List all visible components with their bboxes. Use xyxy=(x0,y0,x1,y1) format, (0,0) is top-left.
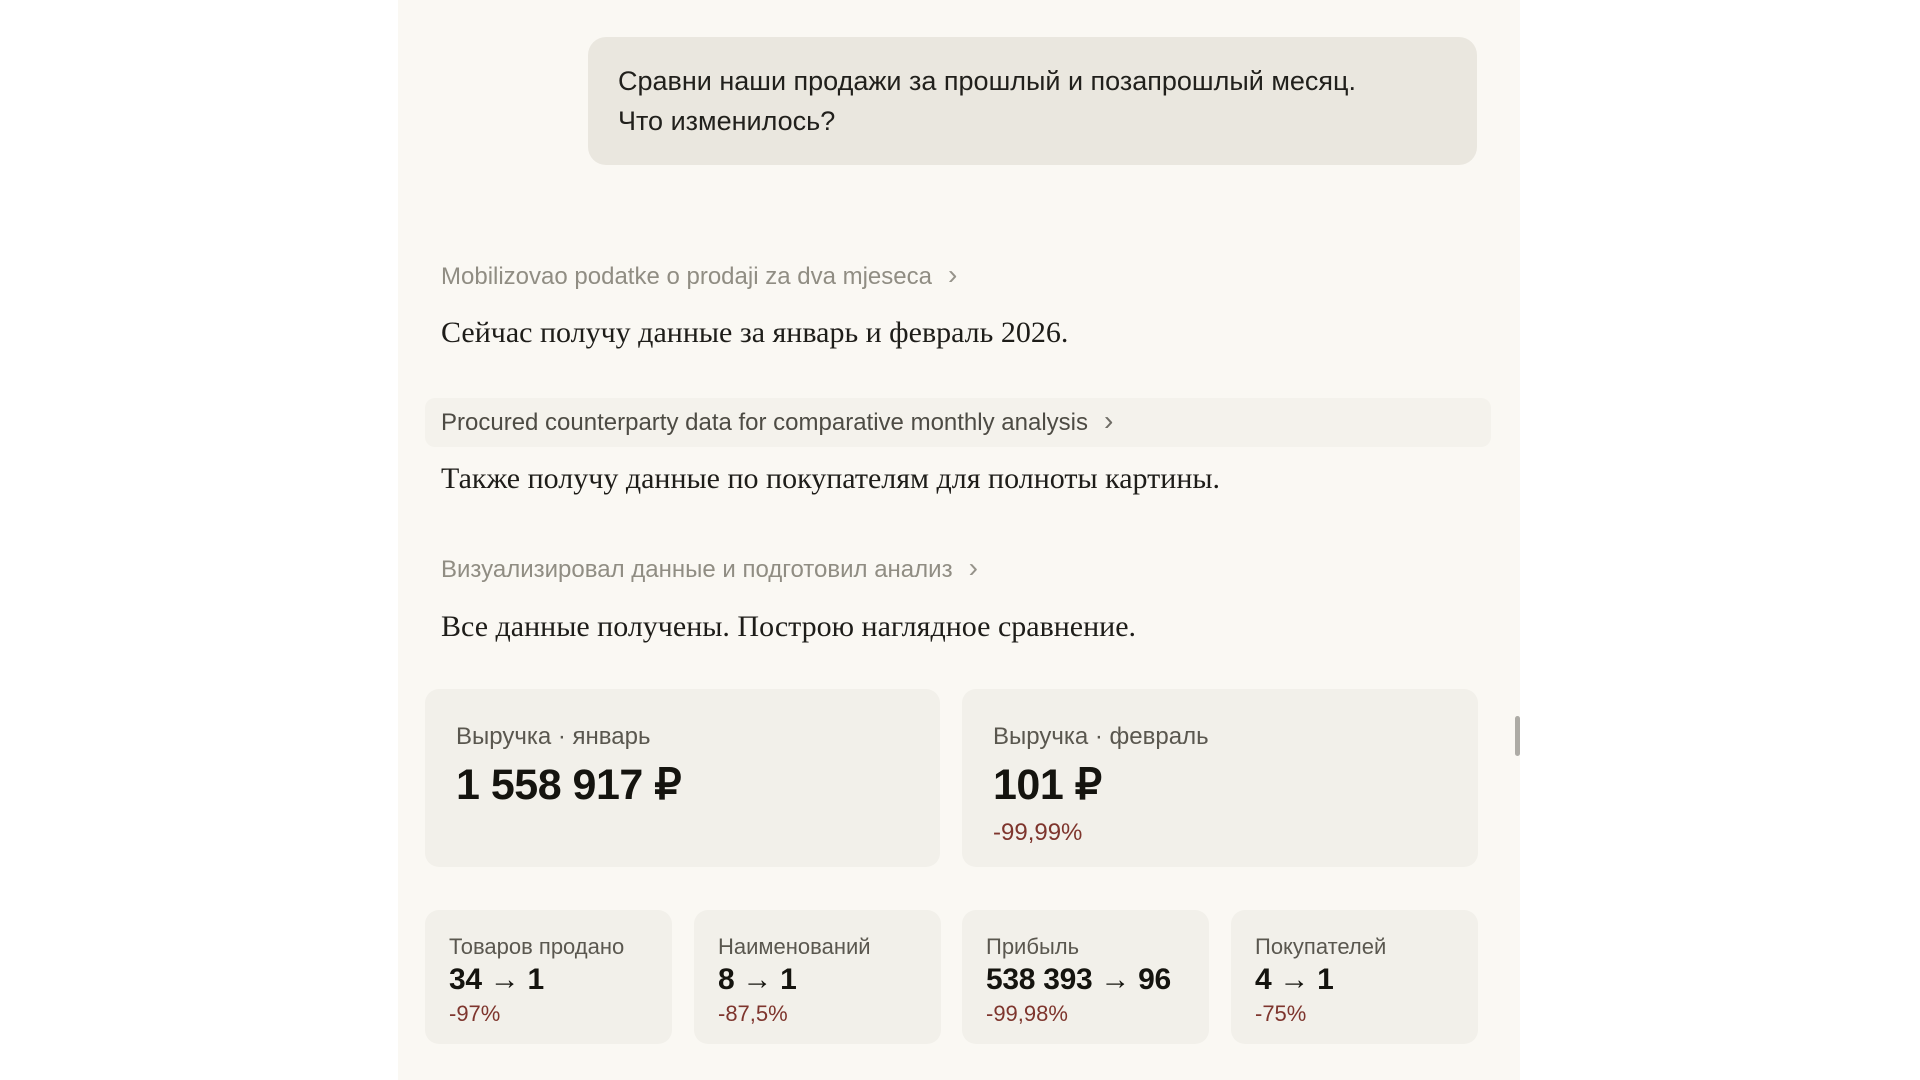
tool-step-sales-data[interactable]: Mobilizovao podatke o prodaji za dva mje… xyxy=(441,259,958,291)
card-delta-negative: -87,5% xyxy=(718,1001,788,1026)
card-delta-negative: -99,98% xyxy=(986,1001,1068,1026)
tool-step-visualization[interactable]: Визуализировал данные и подготовил анали… xyxy=(441,552,978,584)
card-value: 4 → 1 xyxy=(1255,963,1334,996)
metric-card-buyers: Покупателей 4 → 1 -75% xyxy=(1231,910,1478,1044)
card-delta-negative: -75% xyxy=(1255,1001,1307,1026)
metric-card-sku-count: Наименований 8 → 1 -87,5% xyxy=(694,910,941,1044)
chevron-right-icon: › xyxy=(1103,404,1114,436)
card-value: 34 → 1 xyxy=(449,963,544,996)
card-delta-negative: -97% xyxy=(449,1001,501,1026)
assistant-text: Все данные получены. Построю наглядное с… xyxy=(441,610,1137,643)
tool-step-label: Mobilizovao podatke o prodaji za dva mje… xyxy=(441,263,932,290)
user-message-bubble: Сравни наши продажи за прошлый и позапро… xyxy=(588,37,1477,165)
card-label: Выручка · февраль xyxy=(993,723,1209,750)
chevron-right-icon: › xyxy=(968,552,978,583)
card-label: Выручка · январь xyxy=(456,723,651,750)
chevron-right-icon: › xyxy=(947,259,958,290)
assistant-text: Сейчас получу данные за январь и февраль… xyxy=(441,316,1069,349)
tool-step-label: Визуализировал данные и подготовил анали… xyxy=(441,556,953,583)
card-label: Покупателей xyxy=(1255,934,1387,959)
card-value: 101 ₽ xyxy=(993,761,1102,809)
card-delta-negative: -99,99% xyxy=(993,819,1083,846)
metric-card-profit: Прибыль 538 393 → 96 -99,98% xyxy=(962,910,1209,1044)
card-value: 538 393 → 96 xyxy=(986,963,1171,996)
assistant-text: Также получу данные по покупателям для п… xyxy=(441,462,1221,495)
tool-step-label: Procured counterparty data for comparati… xyxy=(441,408,1088,436)
revenue-card-january: Выручка · январь 1 558 917 ₽ xyxy=(425,689,940,867)
chat-panel: Сравни наши продажи за прошлый и позапро… xyxy=(398,0,1520,1080)
user-message-text: Сравни наши продажи за прошлый и позапро… xyxy=(618,66,1357,136)
card-label: Наименований xyxy=(718,934,871,959)
revenue-card-february: Выручка · февраль 101 ₽ -99,99% xyxy=(962,689,1478,867)
tool-step-counterparty-data[interactable]: Procured counterparty data for comparati… xyxy=(425,398,1491,447)
metric-card-items-sold: Товаров продано 34 → 1 -97% xyxy=(425,910,672,1044)
card-label: Прибыль xyxy=(986,934,1080,959)
scrollbar-thumb[interactable] xyxy=(1515,716,1520,756)
card-value: 1 558 917 ₽ xyxy=(456,761,682,809)
card-label: Товаров продано xyxy=(449,934,625,959)
card-value: 8 → 1 xyxy=(718,963,797,996)
